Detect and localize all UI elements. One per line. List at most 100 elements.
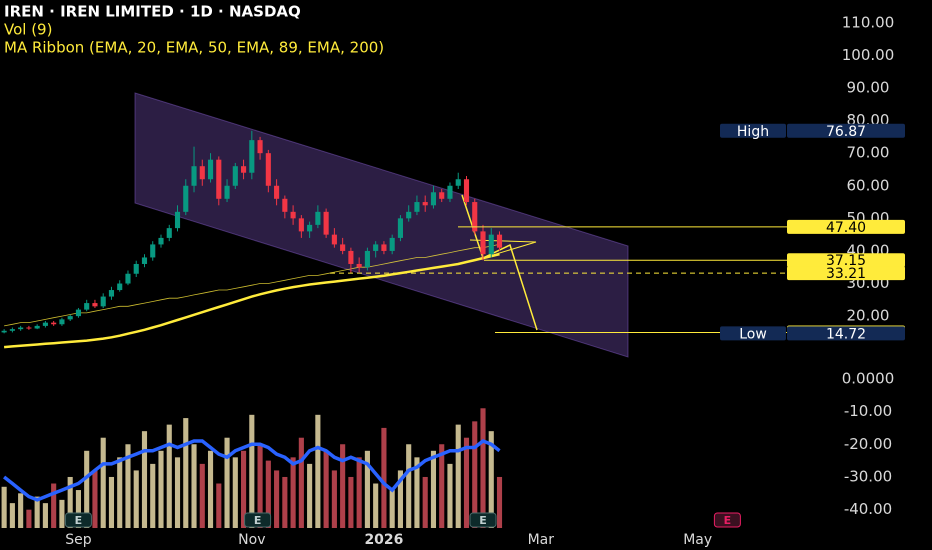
y-tick-label: 110.00	[842, 13, 895, 31]
price-tag-value: 33.21	[826, 266, 866, 282]
price-tag	[787, 219, 905, 234]
volume-bar	[92, 470, 98, 528]
volume-bar	[216, 483, 222, 528]
candle-body	[150, 244, 156, 258]
x-tick-label: Sep	[65, 532, 92, 548]
candle-body	[373, 244, 379, 251]
volume-bar	[447, 463, 453, 528]
volume-bar	[207, 450, 214, 528]
price-tag-name-box	[720, 326, 786, 341]
candle-body	[265, 153, 271, 186]
volume-bar	[480, 408, 486, 528]
candle-body	[290, 211, 296, 219]
volume-bar	[59, 499, 65, 528]
volume-bar	[174, 457, 181, 528]
candle-body	[315, 211, 321, 225]
volume-bar	[241, 450, 247, 528]
candle-body	[406, 211, 412, 219]
volume-bar	[356, 457, 362, 528]
volume-bar	[298, 437, 304, 528]
price-tag-name: Low	[739, 326, 767, 342]
candle-body	[166, 228, 172, 238]
price-tag	[787, 266, 905, 281]
y-tick-label: 20.00	[847, 307, 890, 325]
candle-body	[331, 234, 337, 245]
candle-body	[463, 179, 470, 203]
volume-bar	[389, 490, 395, 528]
volume-bar	[158, 450, 164, 528]
volume-bar	[265, 460, 271, 528]
volume-legend: Vol (9)	[4, 21, 52, 39]
candle-body	[183, 185, 189, 212]
price-tag	[787, 253, 905, 268]
candle-body	[133, 263, 139, 274]
candle-body	[51, 322, 57, 325]
y2-tick-label: -20.00	[844, 435, 892, 453]
candle-body	[92, 303, 98, 307]
volume-bar	[150, 463, 156, 528]
volume-bar	[488, 431, 494, 528]
volume-bar	[183, 418, 189, 528]
price-tag	[787, 326, 905, 341]
candle-body	[191, 166, 197, 186]
candle-body	[84, 303, 90, 310]
plot	[1, 130, 503, 528]
y-tick-label: 100.00	[842, 46, 895, 64]
volume-bar	[397, 470, 403, 528]
volume-bar	[1, 486, 7, 528]
y2-tick-label: -30.00	[844, 467, 892, 485]
candle-body	[257, 140, 263, 154]
candle-body	[34, 325, 40, 329]
price-tag-value: 14.72	[826, 326, 866, 342]
volume-bar	[472, 421, 478, 528]
candle-body	[75, 309, 81, 317]
y2-tick-label: 0.0000	[842, 369, 895, 387]
y-tick-label: 70.00	[847, 144, 890, 162]
candle-body	[496, 234, 503, 248]
candle-body	[414, 202, 420, 212]
candle-body	[488, 234, 494, 255]
volume-ma-line	[3, 439, 501, 502]
candle-body	[340, 244, 346, 251]
volume-bar	[199, 463, 205, 528]
x-tick-label: 2026	[364, 532, 403, 548]
volume-bar	[224, 437, 230, 528]
candle-body	[42, 322, 48, 326]
volume-bar	[463, 437, 470, 528]
event-label: E	[724, 514, 732, 527]
volume-bar	[133, 470, 139, 528]
volume-bar	[274, 470, 280, 528]
volume-bar	[364, 450, 370, 528]
candle-body	[100, 296, 106, 307]
channel	[134, 92, 629, 358]
candle-body	[216, 159, 222, 199]
candle-body	[422, 202, 428, 206]
volume-bar	[232, 457, 238, 528]
candle-body	[397, 218, 403, 238]
candle-body	[447, 185, 453, 199]
volume-bar	[9, 503, 15, 528]
volume-bar	[496, 476, 503, 528]
volume-bar	[75, 490, 81, 528]
volume-bar	[307, 463, 313, 528]
price-tag-value: 37.15	[826, 253, 866, 269]
chart-title: IREN · IREN LIMITED · 1D · NASDAQ	[4, 3, 301, 21]
ma-line	[4, 244, 500, 327]
volume-bar	[84, 450, 90, 528]
volume-bar	[340, 444, 346, 528]
event-marker	[713, 512, 741, 528]
x-tick-label: Mar	[528, 532, 555, 548]
volume-bar	[455, 424, 461, 528]
candle-body	[364, 250, 370, 268]
candle-body	[249, 140, 255, 173]
price-tag-value: 47.40	[826, 220, 866, 236]
volume-bar	[191, 444, 197, 528]
event-marker	[469, 512, 497, 528]
candle-body	[207, 159, 214, 180]
candle-body	[141, 257, 148, 264]
candle-body	[59, 319, 65, 325]
price-tag	[787, 123, 905, 138]
candle-body	[480, 231, 486, 255]
volume-bar	[67, 476, 73, 528]
volume-bar	[373, 483, 379, 528]
